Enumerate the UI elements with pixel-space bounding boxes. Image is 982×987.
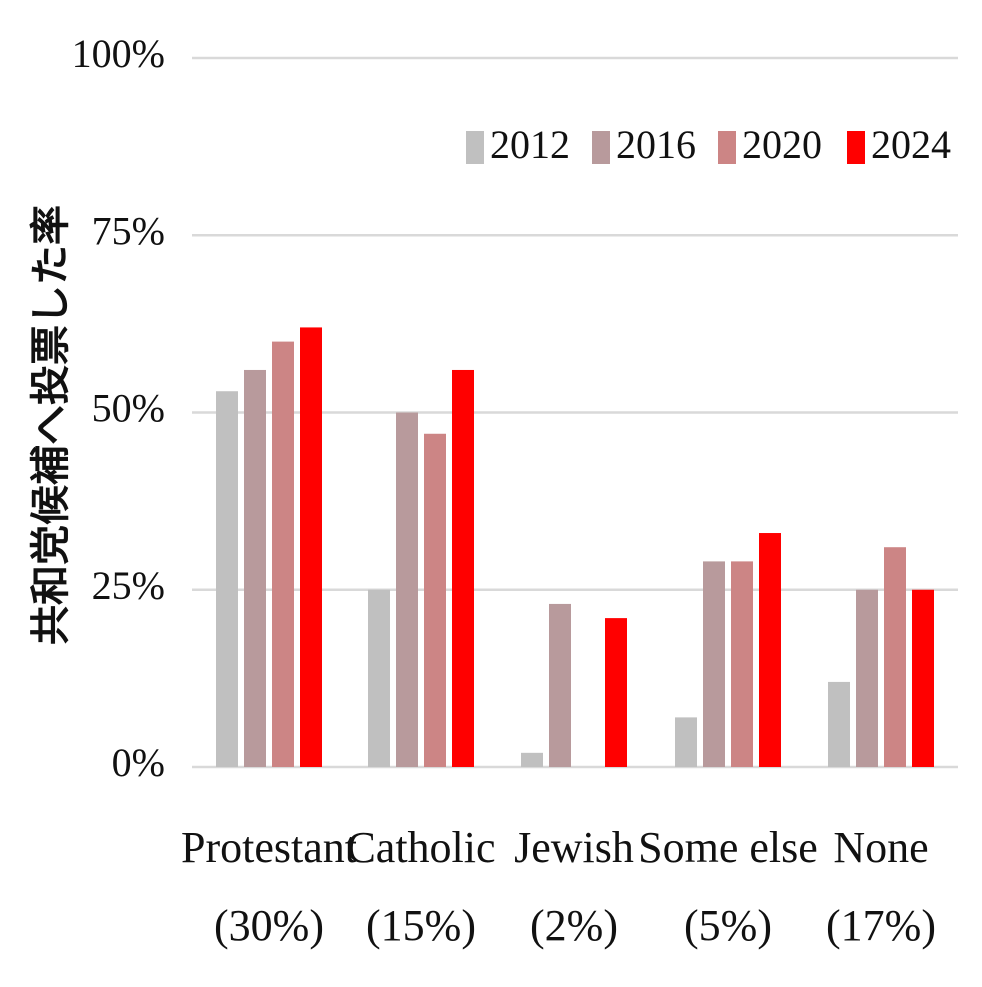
bar-2016-protestant [244,369,266,767]
bar-2024-protestant [300,327,322,767]
bars [216,327,934,767]
y-tick-label: 100% [72,31,165,76]
y-tick-label: 75% [92,208,165,253]
bar-2024-catholic [452,369,474,767]
legend-label: 2012 [490,122,570,167]
x-category-label: Protestant [181,823,357,872]
x-category-share-label: (2%) [530,901,618,950]
x-category-share-label: (5%) [684,901,772,950]
bar-2020-some-else [731,561,753,767]
bar-2020-protestant [272,341,294,767]
legend-swatch-2016 [592,131,610,164]
bar-2012-catholic [368,589,390,767]
x-category-share-label: (15%) [366,901,476,950]
bar-2020-catholic [424,433,446,767]
x-category-share-label: (17%) [826,901,936,950]
x-category-share-label: (30%) [214,901,324,950]
legend-label: 2024 [871,122,951,167]
x-axis-categories: Protestant (30%) Catholic (15%) Jewish (2%) So… [181,823,936,950]
legend-swatch-2012 [466,131,484,164]
legend-swatch-2020 [718,131,736,164]
bar-2016-some-else [703,561,725,767]
bar-2012-jewish [521,752,543,767]
bar-2024-some-else [759,533,781,767]
bar-2012-some-else [675,717,697,767]
bar-2012-protestant [216,391,238,767]
legend-label: 2020 [742,122,822,167]
bar-2012-none [828,681,850,767]
bar-2016-jewish [549,603,571,767]
y-axis-ticks: 0% 25% 50% 75% 100% [72,31,165,785]
y-tick-label: 25% [92,563,165,608]
y-tick-label: 0% [112,740,165,785]
x-category-label: Catholic [346,823,495,872]
x-category-label: None [833,823,928,872]
y-axis-label: 共和党候補へ投票した率 [28,205,73,645]
x-category-label: Jewish [514,823,634,872]
legend-swatch-2024 [847,131,865,164]
legend: 2012 2016 2020 2024 [466,122,951,167]
bar-2016-catholic [396,412,418,767]
bar-2016-none [856,589,878,767]
bar-2024-jewish [605,618,627,767]
bar-2020-none [884,547,906,767]
x-category-label: Some else [638,823,818,872]
bar-2024-none [912,589,934,767]
y-tick-label: 50% [92,386,165,431]
legend-label: 2016 [616,122,696,167]
